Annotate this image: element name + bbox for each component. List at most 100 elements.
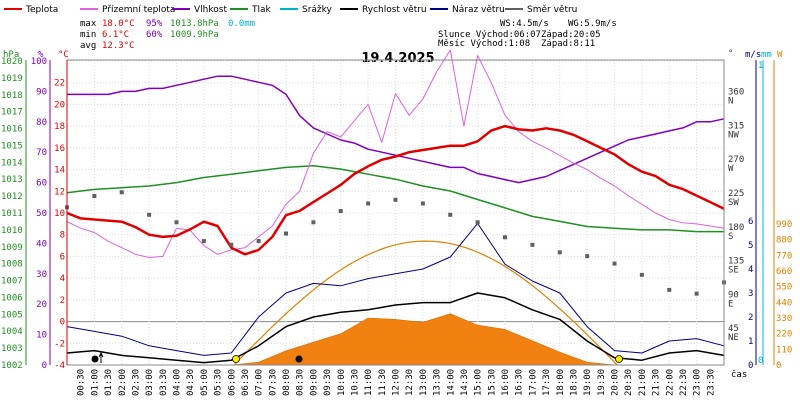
x-tick-label: 22:30	[679, 369, 689, 396]
temperature-tick: 4	[60, 274, 65, 284]
wind-direction-point	[338, 209, 343, 214]
temperature-tick: 10	[54, 209, 65, 219]
chart-title: 19.4.2025	[361, 51, 434, 66]
stats-avg-label: avg	[80, 41, 96, 51]
x-tick-label: 01:00	[90, 369, 100, 396]
temperature-tick: 12	[54, 187, 65, 197]
x-tick-label: 02:00	[118, 369, 128, 396]
wind-direction-point	[229, 242, 234, 247]
humidity-tick: 80	[36, 118, 47, 128]
x-tick-label: 19:00	[583, 369, 593, 396]
x-tick-label: 23:00	[693, 369, 703, 396]
x-tick-label: 23:30	[706, 369, 716, 396]
wind-direction-point	[119, 190, 124, 195]
pressure-tick: 1011	[1, 209, 23, 219]
temperature-tick: 16	[54, 144, 65, 154]
x-tick-label: 21:30	[652, 369, 662, 396]
sun-set-marker	[615, 355, 623, 363]
info-ws: WS:4.5m/s	[500, 19, 549, 29]
humidity-tick: 10	[36, 331, 47, 341]
wind-tick: 4	[748, 265, 753, 275]
wind-direction-point	[366, 201, 371, 206]
temperature-tick: -4	[54, 361, 65, 371]
rain-unit: mm	[761, 50, 772, 60]
wind-direction-points	[65, 190, 726, 296]
wind-direction-point	[201, 239, 206, 244]
moon-rise-marker	[91, 355, 99, 363]
x-tick-label: 21:00	[638, 369, 648, 396]
temperature-tick: 14	[54, 166, 65, 176]
wind-tick: 0	[748, 361, 753, 371]
solar-tick: 770	[776, 251, 792, 261]
x-tick-label: 06:30	[241, 369, 251, 396]
pressure-tick: 1013	[1, 175, 23, 185]
wind-speed-line	[66, 292, 725, 364]
stats-max-temp: 18.0°C	[102, 19, 135, 29]
solar-unit: W	[777, 50, 783, 60]
wind-direction-point	[557, 250, 562, 255]
pressure-tick: 1006	[1, 293, 23, 303]
rain-tick-max: 1	[758, 61, 763, 71]
direction-tick: 225	[728, 189, 744, 199]
x-tick-label: 18:00	[556, 369, 566, 396]
wind-unit: m/s	[745, 50, 761, 60]
pressure-tick: 1003	[1, 344, 23, 354]
humidity-tick: 40	[36, 239, 47, 249]
solar-tick: 880	[776, 236, 792, 246]
wind-tick: 1	[748, 337, 753, 347]
x-tick-label: 03:30	[159, 369, 169, 396]
legend-label-4: Srážky	[302, 5, 333, 15]
x-tick-label: 08:30	[296, 369, 306, 396]
legend: Teplota Přízemní teplota Vlhkost Tlak Srážky…	[4, 5, 577, 15]
stats-max-hum: 95%	[146, 19, 163, 29]
stats-min-hum: 60%	[146, 30, 163, 40]
solar-tick: 550	[776, 283, 792, 293]
temperature-tick: 6	[60, 252, 65, 262]
legend-label-0: Teplota	[25, 5, 58, 15]
wind-tick: 6	[748, 217, 753, 227]
direction-label: N	[728, 97, 733, 107]
temperature-unit: °C	[58, 50, 69, 60]
direction-label: E	[728, 299, 733, 309]
stats-min-label: min	[80, 30, 96, 40]
temperature-tick: 8	[60, 231, 65, 241]
stats-block: max 18.0°C 95% 1013.8hPa 0.0mm min 6.1°C…	[80, 19, 255, 51]
solar-tick: 110	[776, 345, 792, 355]
pressure-tick: 1004	[1, 327, 23, 337]
x-tick-label: 18:30	[569, 369, 579, 396]
solar-tick: 440	[776, 298, 792, 308]
direction-tick: 45	[728, 324, 739, 334]
info-wg: WG:5.9m/s	[568, 19, 617, 29]
info-moon-set: Západ:8:11	[541, 39, 595, 49]
stats-avg-temp: 12.3°C	[102, 41, 135, 51]
pressure-tick: 1010	[1, 226, 23, 236]
x-tick-label: 04:00	[173, 369, 183, 396]
pressure-tick: 1012	[1, 192, 23, 202]
x-tick-label: 15:00	[474, 369, 484, 396]
x-tick-label: 07:00	[255, 369, 265, 396]
humidity-tick: 20	[36, 300, 47, 310]
x-tick-label: 11:00	[364, 369, 374, 396]
solar-area	[231, 240, 618, 366]
stats-max-press: 1013.8hPa	[170, 19, 219, 29]
x-tick-label: 20:30	[624, 369, 634, 396]
x-tick-label: 14:30	[460, 369, 470, 396]
temperature-tick: 0	[60, 318, 65, 328]
wind-direction-point	[503, 235, 507, 240]
pressure-tick: 1008	[1, 260, 23, 270]
wind-direction-point	[147, 212, 152, 217]
legend-label-2: Vlhkost	[194, 5, 227, 15]
stats-min-temp: 6.1°C	[102, 30, 129, 40]
x-tick-label: 10:00	[337, 369, 347, 396]
legend-label-1: Přízemní teplota	[102, 5, 175, 15]
wind-direction-point	[585, 254, 590, 259]
pressure-line	[66, 164, 724, 233]
solar-tick: 330	[776, 314, 792, 324]
stats-min-press: 1009.9hPa	[170, 30, 219, 40]
legend-label-3: Tlak	[251, 5, 272, 15]
x-axis-label: čas	[731, 369, 747, 380]
solar-tick: 0	[776, 361, 781, 371]
info-sun: Slunce Východ:06:07	[438, 30, 541, 40]
temperature-tick: 20	[54, 100, 65, 110]
x-tick-label: 09:00	[309, 369, 319, 396]
